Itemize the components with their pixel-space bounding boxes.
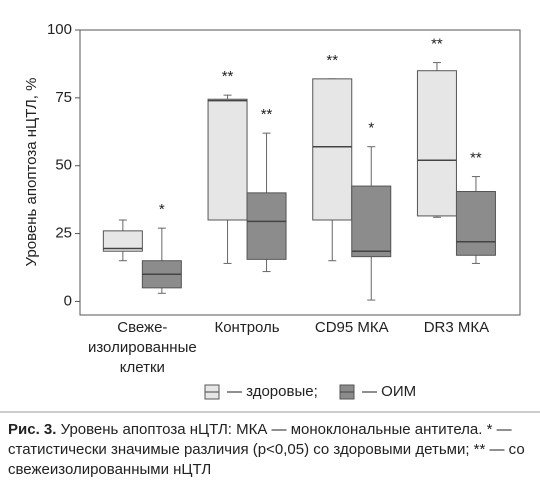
- y-tick-label: 100: [47, 21, 72, 38]
- y-axis-label: Уровень апоптоза нЦТЛ, %: [23, 78, 40, 267]
- caption-label: Рис. 3.: [8, 421, 57, 438]
- annotation: **: [470, 150, 482, 167]
- legend-label: — ОИМ: [362, 383, 416, 400]
- y-tick-label: 25: [55, 225, 72, 242]
- caption: Рис. 3. Уровень апоптоза нЦТЛ: МКА — мон…: [8, 420, 536, 480]
- annotation: **: [326, 52, 338, 69]
- y-tick-label: 75: [55, 89, 72, 106]
- box: [416, 70, 457, 217]
- annotation: **: [261, 106, 273, 123]
- annotation: **: [222, 68, 234, 85]
- x-tick-label: Контроль: [214, 319, 280, 336]
- box: [455, 191, 496, 256]
- x-tick-label: DR3 МКА: [423, 319, 490, 336]
- legend-label: — здоровые;: [227, 383, 318, 400]
- y-tick-label: 50: [55, 157, 72, 174]
- chart: Уровень апоптоза нЦТЛ, % 0255075100*****…: [0, 21, 540, 413]
- plot-frame: [79, 29, 521, 316]
- box: [102, 230, 143, 252]
- box: [351, 185, 392, 258]
- annotation: *: [159, 201, 165, 218]
- x-tick-label: Свеже- изолированные клетки: [87, 319, 197, 376]
- box: [246, 192, 287, 260]
- annotation: *: [368, 120, 374, 137]
- box: [207, 98, 248, 221]
- caption-text: Уровень апоптоза нЦТЛ: МКА — моноклональ…: [8, 421, 525, 478]
- x-tick-label: CD95 МКА: [314, 319, 389, 336]
- y-tick-label: 0: [64, 292, 72, 309]
- box: [312, 78, 353, 221]
- annotation: **: [431, 36, 443, 53]
